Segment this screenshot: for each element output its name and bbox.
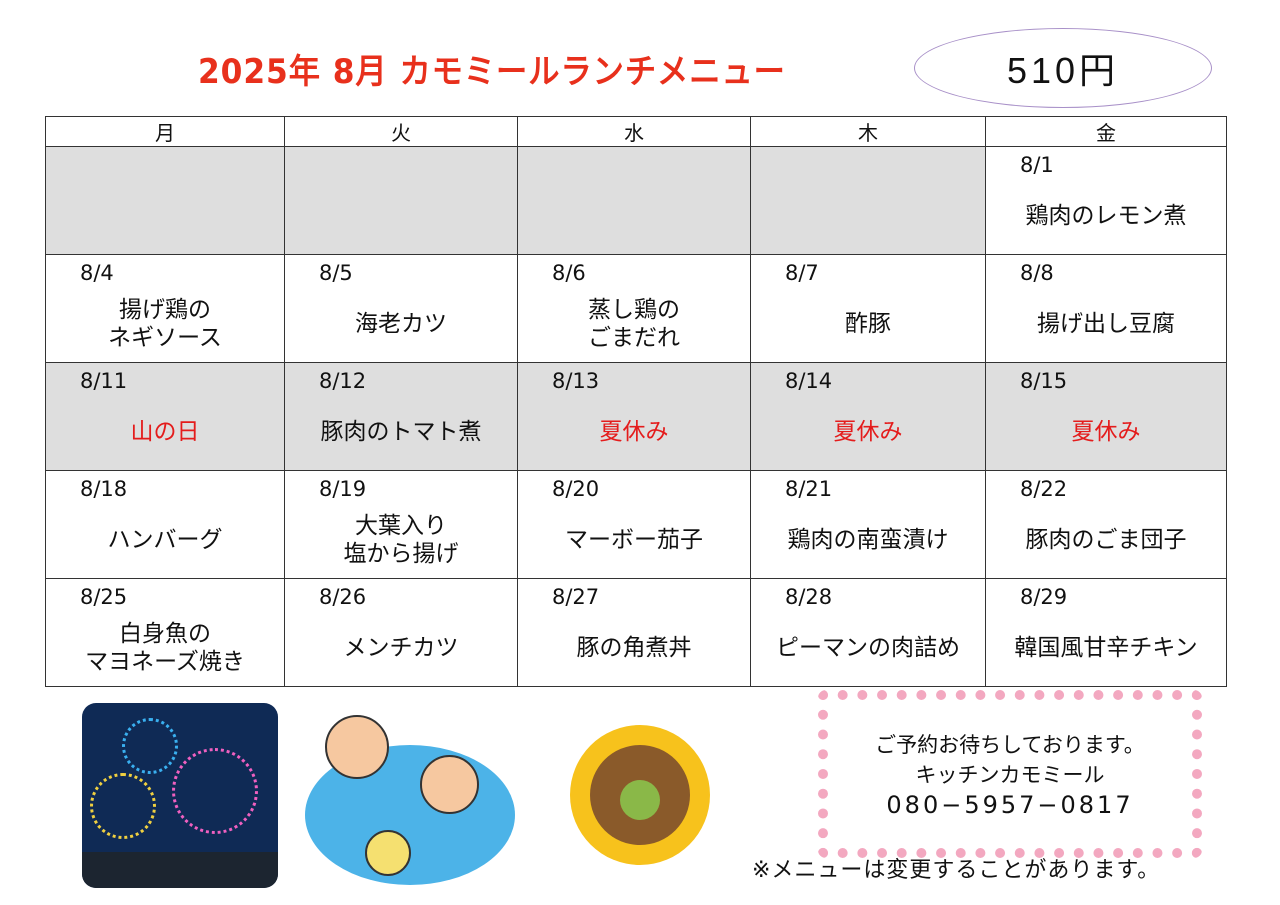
- cell-date: 8/8: [1020, 261, 1054, 285]
- day-cell: [750, 146, 986, 255]
- day-cell: 8/29 韓国風甘辛チキン: [985, 578, 1227, 687]
- day-cell: 8/21 鶏肉の南蛮漬け: [750, 470, 986, 579]
- menu-item: [46, 177, 284, 254]
- day-header: 木: [750, 116, 986, 147]
- cell-date: 8/29: [1020, 585, 1068, 609]
- menu-change-note: ※メニューは変更することがあります。: [752, 858, 1161, 883]
- day-header: 水: [517, 116, 751, 147]
- menu-item: 大葉入り 塩から揚げ: [343, 512, 459, 567]
- day-cell: 8/1 鶏肉のレモン煮: [985, 146, 1227, 255]
- day-cell: 8/27 豚の角煮丼: [517, 578, 751, 687]
- sunflower-face: [590, 745, 690, 845]
- holiday-label: 夏休み: [599, 418, 669, 445]
- menu-item: メンチカツ: [343, 634, 459, 661]
- day-cell: 8/8 揚げ出し豆腐: [985, 254, 1227, 363]
- day-header: 火: [284, 116, 518, 147]
- holiday-label: 夏休み: [1071, 418, 1141, 445]
- menu-calendar: 月火水木金 8/1 鶏肉のレモン煮 8/4 揚げ鶏の ネギソース 8/5 海老カツ 8/6 蒸…: [45, 116, 1227, 687]
- week-row: 8/4 揚げ鶏の ネギソース 8/5 海老カツ 8/6 蒸し鶏の ごまだれ 8/7 酢豚 8/8…: [45, 254, 1227, 363]
- menu-item: 蒸し鶏の ごまだれ: [588, 296, 680, 351]
- cell-date: 8/15: [1020, 369, 1068, 393]
- menu-item: マーボー茄子: [565, 526, 703, 553]
- cell-date: 8/6: [552, 261, 586, 285]
- menu-item: 酢豚: [845, 310, 891, 337]
- shop-name: キッチンカモミール: [915, 763, 1105, 787]
- cell-date: 8/13: [552, 369, 600, 393]
- fireworks-illustration: [82, 703, 278, 888]
- day-cell: 8/5 海老カツ: [284, 254, 518, 363]
- cell-date: 8/11: [80, 369, 128, 393]
- menu-item: 豚の角煮丼: [576, 634, 692, 661]
- menu-item: 豚肉のごま団子: [1025, 526, 1187, 553]
- day-cell: 8/18 ハンバーグ: [45, 470, 285, 579]
- menu-item: 鶏肉の南蛮漬け: [787, 526, 949, 553]
- cell-date: 8/26: [319, 585, 367, 609]
- day-cell: [517, 146, 751, 255]
- day-cell: 8/26 メンチカツ: [284, 578, 518, 687]
- page-title: 2025年 8月 カモミールランチメニュー: [198, 52, 786, 92]
- holiday-label: 山の日: [130, 418, 200, 445]
- day-cell: [284, 146, 518, 255]
- reservation-text: ご予約お待ちしております。: [875, 733, 1145, 757]
- day-cell: 8/4 揚げ鶏の ネギソース: [45, 254, 285, 363]
- week-row: 8/25 白身魚の マヨネーズ焼き 8/26 メンチカツ 8/27 豚の角煮丼 8/28 ピー…: [45, 578, 1227, 687]
- holiday-label: 夏休み: [833, 418, 903, 445]
- cell-date: 8/19: [319, 477, 367, 501]
- cell-date: 8/12: [319, 369, 367, 393]
- swimming-kids-illustration: [305, 715, 515, 885]
- menu-item: 揚げ出し豆腐: [1037, 310, 1175, 337]
- day-cell: 8/20 マーボー茄子: [517, 470, 751, 579]
- day-cell: 8/12 豚肉のトマト煮: [284, 362, 518, 471]
- menu-item: 白身魚の マヨネーズ焼き: [85, 620, 245, 675]
- day-cell: 8/11 山の日: [45, 362, 285, 471]
- cell-date: 8/27: [552, 585, 600, 609]
- menu-item: [285, 177, 517, 254]
- day-cell: 8/25 白身魚の マヨネーズ焼き: [45, 578, 285, 687]
- cell-date: 8/25: [80, 585, 128, 609]
- cell-date: 8/5: [319, 261, 353, 285]
- cell-date: 8/14: [785, 369, 833, 393]
- day-cell: 8/19 大葉入り 塩から揚げ: [284, 470, 518, 579]
- cell-date: 8/22: [1020, 477, 1068, 501]
- week-row: 8/1 鶏肉のレモン煮: [45, 146, 1227, 255]
- day-cell: 8/7 酢豚: [750, 254, 986, 363]
- menu-item: ピーマンの肉詰め: [776, 634, 960, 661]
- day-cell: 8/15 夏休み: [985, 362, 1227, 471]
- hydrangea-frame: [818, 690, 1202, 858]
- day-cell: 8/14 夏休み: [750, 362, 986, 471]
- phone-number: 080−5957−0817: [886, 791, 1134, 819]
- day-header: 月: [45, 116, 285, 147]
- day-cell: 8/6 蒸し鶏の ごまだれ: [517, 254, 751, 363]
- cell-date: 8/20: [552, 477, 600, 501]
- cell-date: 8/21: [785, 477, 833, 501]
- menu-item: 鶏肉のレモン煮: [1025, 202, 1187, 229]
- menu-item: ハンバーグ: [107, 526, 223, 553]
- cell-date: 8/28: [785, 585, 833, 609]
- contact-box: ご予約お待ちしております。 キッチンカモミール 080−5957−0817: [840, 730, 1180, 820]
- menu-item: [518, 177, 750, 254]
- day-cell: 8/28 ピーマンの肉詰め: [750, 578, 986, 687]
- menu-item: 海老カツ: [355, 310, 447, 337]
- menu-item: 韓国風甘辛チキン: [1014, 634, 1198, 661]
- menu-item: [751, 177, 985, 254]
- day-cell: 8/13 夏休み: [517, 362, 751, 471]
- menu-item: 豚肉のトマト煮: [320, 418, 482, 445]
- day-cell: 8/22 豚肉のごま団子: [985, 470, 1227, 579]
- cell-date: 8/7: [785, 261, 819, 285]
- cell-date: 8/18: [80, 477, 128, 501]
- day-cell: [45, 146, 285, 255]
- cell-date: 8/4: [80, 261, 114, 285]
- menu-item: 揚げ鶏の ネギソース: [108, 296, 222, 351]
- cell-date: 8/1: [1020, 153, 1054, 177]
- week-row: 8/18 ハンバーグ 8/19 大葉入り 塩から揚げ 8/20 マーボー茄子 8/21 鶏肉の…: [45, 470, 1227, 579]
- day-header: 金: [985, 116, 1227, 147]
- price-badge: 510円: [914, 28, 1212, 108]
- week-row: 8/11 山の日 8/12 豚肉のトマト煮 8/13 夏休み 8/14 夏休み 8/15 夏休み: [45, 362, 1227, 471]
